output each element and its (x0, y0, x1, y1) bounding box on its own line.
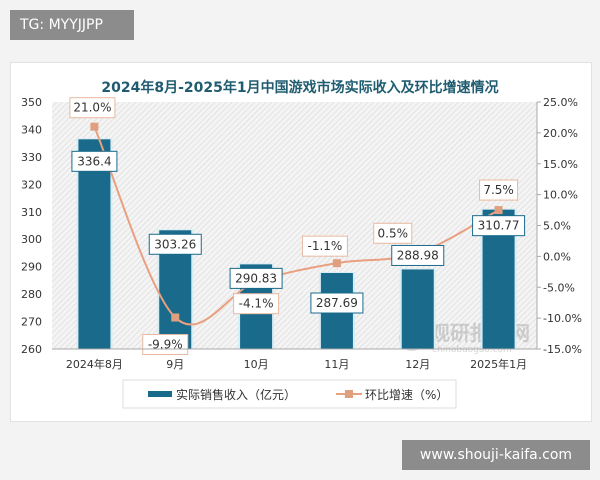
left-axis-tick: 260 (21, 343, 42, 356)
growth-value-label-box (479, 179, 519, 201)
left-axis-tick: 280 (21, 288, 42, 301)
bar (401, 269, 434, 349)
growth-value-label: 0.5% (378, 226, 409, 240)
growth-value-label-box (69, 97, 116, 119)
growth-value-label: -1.1% (308, 239, 343, 253)
left-axis-tick: 310 (21, 206, 42, 219)
x-axis-tick: 12月 (405, 358, 430, 371)
growth-marker (332, 259, 341, 268)
left-axis-tick: 340 (21, 123, 42, 136)
right-axis-tick: 10.0% (543, 189, 578, 202)
right-axis-tick: 25.0% (543, 96, 578, 109)
x-axis-tick: 2025年1月 (470, 357, 527, 371)
legend-line-label: 环比增速（%） (365, 388, 448, 402)
left-axis-tick: 320 (21, 178, 42, 191)
growth-marker (90, 122, 99, 131)
growth-value-label: -9.9% (148, 338, 183, 352)
watermark-url: chinabaogao.com (432, 345, 512, 355)
growth-value-label: 21.0% (73, 101, 111, 115)
growth-value-label-box (142, 334, 189, 356)
growth-value-label-box (301, 235, 348, 257)
legend-line-marker (345, 390, 353, 398)
legend-bar-swatch (148, 391, 172, 397)
x-axis-tick: 9月 (166, 358, 184, 371)
right-axis-tick: 20.0% (543, 127, 578, 140)
bar-value-label: 290.83 (235, 271, 277, 285)
bar-value-label-box (148, 233, 202, 255)
bar-value-label: 336.4 (77, 154, 111, 168)
footer-label: www.shouji-kaifa.com (402, 440, 590, 470)
tag-label: TG: MYYJJPP (10, 10, 134, 40)
right-axis-tick: 0.0% (543, 250, 571, 263)
growth-value-label-box (233, 293, 280, 315)
right-axis-tick: 5.0% (543, 220, 571, 233)
growth-value-label-box (373, 222, 413, 244)
x-axis-tick: 10月 (244, 358, 269, 371)
bar-value-label: 310.77 (478, 219, 520, 233)
right-axis-tick: -10.0% (543, 312, 582, 325)
left-axis-tick: 300 (21, 233, 42, 246)
legend (122, 379, 457, 409)
bar-value-label: 288.98 (397, 248, 439, 262)
growth-marker (494, 206, 503, 215)
bar-value-label-box (310, 292, 364, 314)
plot-area (52, 102, 537, 349)
chart-title: 2024年8月-2025年1月中国游戏市场实际收入及环比增速情况 (101, 79, 498, 96)
bar (78, 139, 111, 349)
right-axis-tick: -15.0% (543, 343, 582, 356)
growth-value-label: 7.5% (483, 183, 514, 197)
bar-value-label: 287.69 (316, 296, 358, 310)
x-axis-tick: 11月 (324, 358, 349, 371)
left-axis-tick: 290 (21, 261, 42, 274)
right-axis-tick: 15.0% (543, 158, 578, 171)
right-axis-tick: -5.0% (543, 281, 575, 294)
left-axis-tick: 270 (21, 316, 42, 329)
x-axis-tick: 2024年8月 (66, 357, 123, 371)
left-axis-tick: 330 (21, 151, 42, 164)
bar-value-label-box (391, 244, 445, 266)
growth-marker (171, 313, 180, 322)
legend-bar-label: 实际销售收入（亿元） (176, 387, 296, 402)
growth-value-label: -4.1% (239, 297, 274, 311)
bar-value-label-box (229, 267, 283, 289)
bar-value-label: 303.26 (154, 237, 196, 251)
bar-value-label-box (71, 150, 118, 172)
left-axis-tick: 350 (21, 96, 42, 109)
bar-value-label-box (472, 215, 526, 237)
